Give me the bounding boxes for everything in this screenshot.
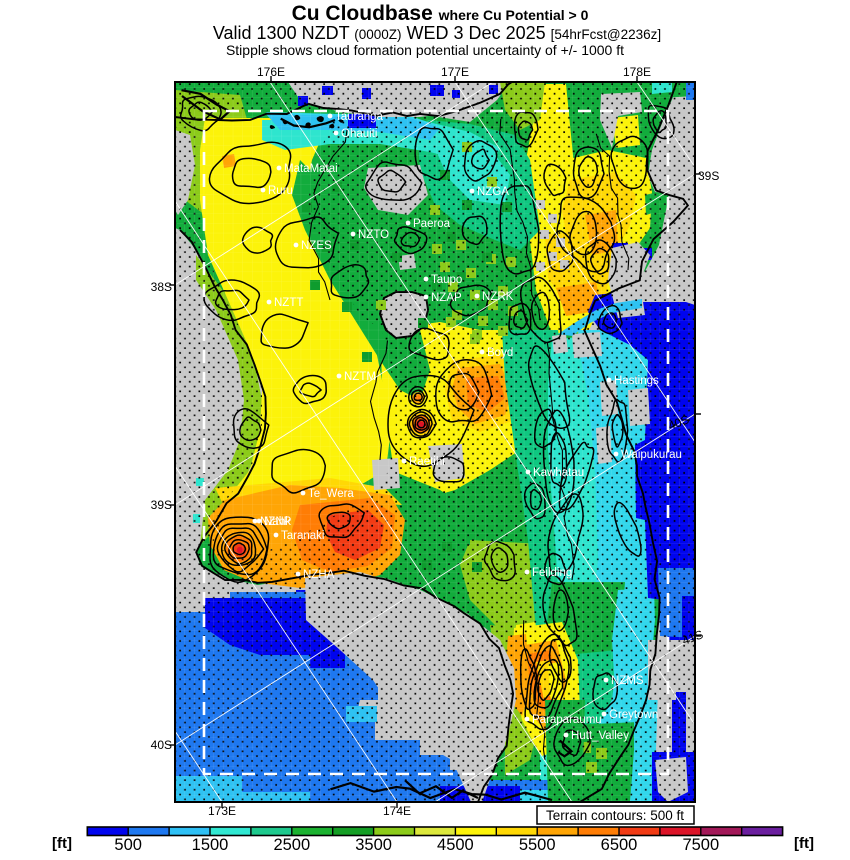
svg-text:Greytown: Greytown (609, 709, 658, 721)
svg-text:500: 500 (114, 836, 142, 854)
svg-text:Kawhatau: Kawhatau (533, 467, 584, 479)
svg-text:Ohauiti: Ohauiti (341, 128, 377, 140)
svg-text:178E: 178E (623, 65, 651, 79)
svg-text:40S: 40S (666, 412, 691, 432)
svg-text:174E: 174E (383, 804, 411, 818)
svg-text:Ruru: Ruru (268, 185, 293, 197)
svg-text:39S: 39S (698, 169, 719, 183)
svg-text:NZTT: NZTT (274, 297, 303, 309)
svg-text:NZHA: NZHA (303, 569, 335, 581)
svg-text:NZRK: NZRK (482, 291, 514, 303)
svg-text:176E: 176E (257, 65, 285, 79)
svg-text:Tauranga: Tauranga (335, 111, 384, 123)
svg-text:4500: 4500 (437, 836, 474, 854)
svg-text:Terrain contours: 500 ft: Terrain contours: 500 ft (546, 808, 684, 823)
svg-text:2500: 2500 (273, 836, 310, 854)
svg-text:NZTO: NZTO (358, 229, 389, 241)
svg-text:Taranaki: Taranaki (281, 530, 324, 542)
svg-text:[ft]: [ft] (52, 835, 72, 852)
svg-text:Paeroa: Paeroa (413, 218, 451, 230)
svg-text:Hutt_Valley: Hutt_Valley (571, 730, 629, 742)
svg-text:173E: 173E (208, 804, 236, 818)
svg-text:Paraparaumu: Paraparaumu (532, 714, 602, 726)
svg-text:NZES: NZES (301, 240, 332, 252)
svg-text:Nahk: Nahk (264, 516, 291, 528)
svg-text:6500: 6500 (601, 836, 638, 854)
svg-text:3500: 3500 (355, 836, 392, 854)
svg-text:NZGA: NZGA (477, 186, 509, 198)
svg-text:7500: 7500 (682, 836, 719, 854)
svg-text:NZMS: NZMS (611, 675, 644, 687)
svg-text:177E: 177E (441, 65, 469, 79)
svg-text:NZNP: NZNP (260, 516, 292, 528)
svg-text:Taupo: Taupo (431, 274, 462, 286)
svg-text:Waipukurau: Waipukurau (621, 449, 682, 461)
svg-text:38S: 38S (151, 280, 172, 294)
svg-text:Te_Wera: Te_Wera (308, 488, 354, 500)
svg-text:Feilding: Feilding (532, 567, 572, 579)
svg-text:Hastings: Hastings (614, 375, 659, 387)
svg-text:MataMatai: MataMatai (284, 163, 338, 175)
svg-text:[ft]: [ft] (794, 835, 814, 852)
svg-text:39S: 39S (151, 498, 172, 512)
svg-text:1500: 1500 (192, 836, 229, 854)
svg-text:41S: 41S (680, 627, 705, 647)
svg-text:Boyd: Boyd (487, 347, 513, 359)
svg-text:40S: 40S (151, 738, 172, 752)
svg-text:5500: 5500 (519, 836, 556, 854)
svg-text:NZTM: NZTM (344, 371, 376, 383)
svg-text:NZAP: NZAP (431, 292, 462, 304)
svg-text:Raetihi: Raetihi (409, 456, 445, 468)
